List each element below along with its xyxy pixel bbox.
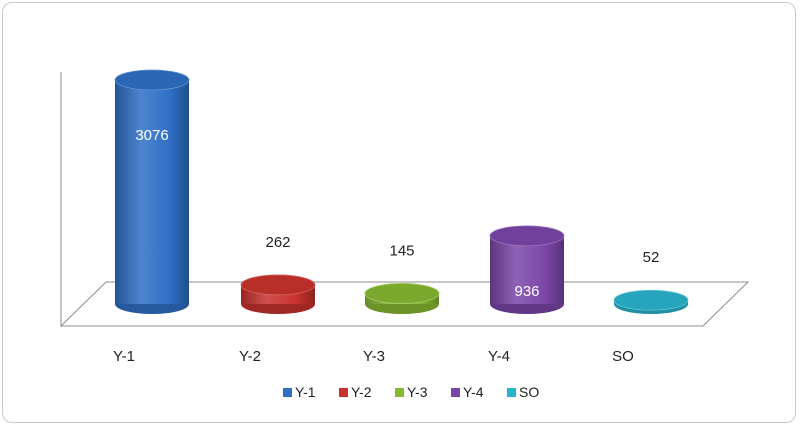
chart-legend: Y-1 Y-2 Y-3 Y-4 SO <box>283 384 539 400</box>
bar-top-y-4 <box>489 225 565 247</box>
category-label-y-2: Y-2 <box>239 348 261 365</box>
bar-so <box>613 289 689 314</box>
bar-y-2 <box>240 274 316 314</box>
legend-label-y-2: Y-2 <box>351 384 372 400</box>
bar-body-y-4 <box>490 235 564 304</box>
legend-swatch-so <box>507 388 516 397</box>
legend-label-so: SO <box>519 384 539 400</box>
bar-body-y-1 <box>115 80 189 304</box>
data-label-y-2: 262 <box>265 234 290 251</box>
bar-y-4 <box>489 225 565 314</box>
legend-label-y-4: Y-4 <box>463 384 484 400</box>
category-label-y-1: Y-1 <box>113 348 135 365</box>
data-label-y-4: 936 <box>514 283 539 300</box>
legend-item-y-3: Y-3 <box>395 384 428 400</box>
legend-label-y-1: Y-1 <box>295 384 316 400</box>
legend-item-y-2: Y-2 <box>339 384 372 400</box>
legend-swatch-y-1 <box>283 388 292 397</box>
category-label-so: SO <box>612 348 634 365</box>
bar-y-1 <box>114 69 190 314</box>
data-label-y-1: 3076 <box>135 127 168 144</box>
legend-swatch-y-4 <box>451 388 460 397</box>
bar-top-y-2 <box>240 274 316 296</box>
legend-item-y-1: Y-1 <box>283 384 316 400</box>
data-label-y-3: 145 <box>389 242 414 259</box>
data-label-so: 52 <box>643 249 660 266</box>
bar-top-y-1 <box>114 69 190 91</box>
legend-item-so: SO <box>507 384 539 400</box>
chart-bars <box>114 69 689 314</box>
legend-label-y-3: Y-3 <box>407 384 428 400</box>
legend-item-y-4: Y-4 <box>451 384 484 400</box>
bar-top-y-3 <box>364 283 440 304</box>
category-label-y-3: Y-3 <box>363 348 385 365</box>
bar-y-3 <box>364 283 440 314</box>
bar-top-so <box>613 289 689 311</box>
legend-swatch-y-3 <box>395 388 404 397</box>
chart-data-labels: 3076 262 145 936 52 <box>135 127 659 300</box>
legend-swatch-y-2 <box>339 388 348 397</box>
chart-category-labels: Y-1 Y-2 Y-3 Y-4 SO <box>113 348 634 365</box>
category-label-y-4: Y-4 <box>488 348 510 365</box>
